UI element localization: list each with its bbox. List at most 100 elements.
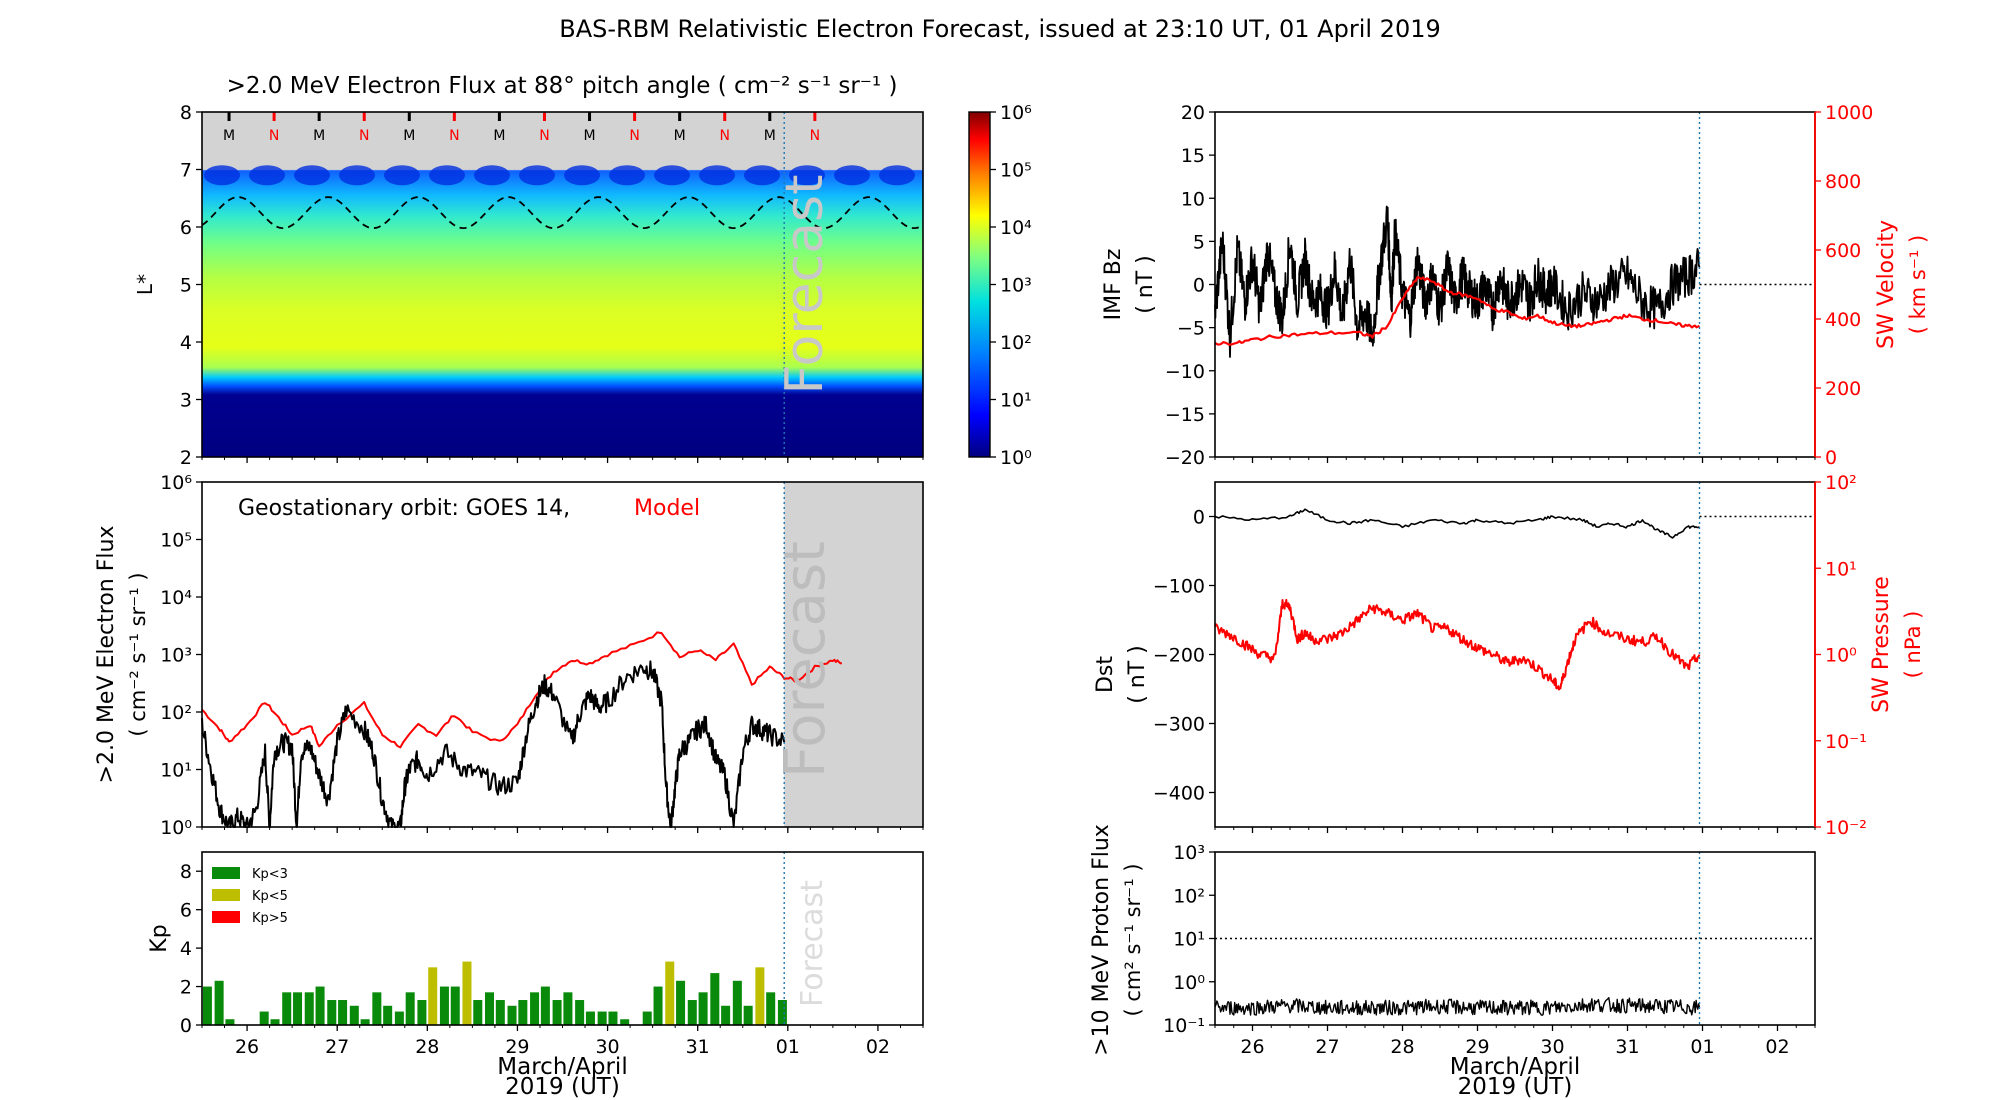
proton-ytick-label: 10³ bbox=[1173, 842, 1205, 864]
geo-flux-annotation: Geostationary orbit: GOES 14, bbox=[238, 496, 570, 521]
kp-bar bbox=[642, 1011, 652, 1025]
imf-bz-ylabel: IMF Bz bbox=[1101, 249, 1126, 321]
proton-ytick-label: 10⁰ bbox=[1173, 972, 1205, 994]
kp-legend-swatch bbox=[212, 889, 240, 901]
orbit-marker-label: N bbox=[810, 128, 820, 144]
proton-ylabel2: ( cm² s⁻¹ sr⁻¹ ) bbox=[1121, 863, 1145, 1016]
kp-legend-label: Kp>5 bbox=[252, 911, 288, 926]
flux-heatmap-dropout bbox=[249, 165, 285, 186]
flux-heatmap-dropout bbox=[339, 165, 375, 186]
sw-velocity-series bbox=[1214, 276, 1700, 346]
sw-pressure-y2tick-label: 10² bbox=[1825, 472, 1857, 494]
sw-pressure-y2tick-label: 10⁰ bbox=[1825, 645, 1857, 667]
sw-pressure-y2tick-label: 10⁻¹ bbox=[1825, 731, 1867, 753]
kp-xtick-label: 31 bbox=[686, 1036, 710, 1058]
kp-bar bbox=[552, 1000, 562, 1025]
kp-bar bbox=[620, 1019, 630, 1025]
proton-xtick-label: 02 bbox=[1765, 1036, 1789, 1058]
forecast-shade bbox=[784, 482, 923, 827]
imf-bz-ytick-label: −10 bbox=[1165, 361, 1205, 383]
kp-bar bbox=[484, 992, 495, 1025]
dst-ytick-label: −200 bbox=[1153, 645, 1205, 667]
kp-bar bbox=[698, 992, 708, 1025]
kp-bar bbox=[450, 986, 460, 1025]
kp-bar bbox=[428, 967, 438, 1025]
proton-xlabel2: 2019 (UT) bbox=[1458, 1074, 1573, 1100]
flux-heatmap-dropout bbox=[789, 165, 825, 186]
kp-bar bbox=[518, 1000, 528, 1025]
kp-xtick-label: 28 bbox=[415, 1036, 439, 1058]
kp-bar bbox=[530, 992, 540, 1025]
dst-ytick-label: 0 bbox=[1193, 507, 1205, 529]
imf-bz-ytick-label: −15 bbox=[1165, 404, 1205, 426]
kp-bar bbox=[270, 1019, 280, 1025]
geo-flux-series-model bbox=[201, 631, 843, 749]
flux-heatmap-dropout bbox=[744, 165, 780, 186]
geo-flux-ytick-label: 10⁶ bbox=[160, 472, 192, 494]
proton-xtick-label: 28 bbox=[1390, 1036, 1414, 1058]
flux-heatmap-dropout bbox=[834, 165, 870, 186]
proton-flux-series bbox=[1214, 997, 1701, 1016]
flux-map-ytick-label: 8 bbox=[180, 102, 192, 124]
kp-bar bbox=[338, 1000, 348, 1025]
geo-flux-series-goes bbox=[201, 660, 786, 828]
kp-bar bbox=[214, 980, 224, 1025]
kp-ytick-label: 4 bbox=[180, 938, 192, 960]
kp-xlabel2: 2019 (UT) bbox=[505, 1074, 620, 1100]
kp-legend-label: Kp<5 bbox=[252, 889, 288, 904]
sw-velocity-y2tick-label: 400 bbox=[1825, 309, 1861, 331]
orbit-marker-label: M bbox=[403, 128, 415, 144]
colorbar-tick-label: 10¹ bbox=[1000, 390, 1032, 412]
kp-xlabel: March/April bbox=[497, 1054, 627, 1080]
kp-xtick-label: 27 bbox=[325, 1036, 349, 1058]
sw-velocity-y2tick-label: 800 bbox=[1825, 171, 1861, 193]
geo-flux-ylabel2: ( cm⁻² s⁻¹ sr⁻¹ ) bbox=[126, 572, 150, 736]
kp-bar bbox=[710, 973, 720, 1025]
sw-velocity-y2tick-label: 200 bbox=[1825, 378, 1861, 400]
dst-ylabel2: ( nT ) bbox=[1125, 645, 1150, 704]
orbit-marker-label: M bbox=[674, 128, 686, 144]
orbit-marker-label: M bbox=[493, 128, 505, 144]
geo-flux-ytick-label: 10² bbox=[160, 702, 192, 724]
sw-pressure-y2tick-label: 10¹ bbox=[1825, 558, 1857, 580]
orbit-marker-label: M bbox=[583, 128, 595, 144]
proton-xtick-label: 27 bbox=[1315, 1036, 1339, 1058]
kp-bar bbox=[563, 992, 573, 1025]
orbit-marker-label: N bbox=[269, 128, 279, 144]
forecast-watermark: Forecast bbox=[795, 880, 830, 1007]
orbit-marker-label: N bbox=[719, 128, 729, 144]
sw-velocity-y2tick-label: 1000 bbox=[1825, 102, 1873, 124]
kp-bar bbox=[405, 992, 415, 1025]
kp-bar bbox=[349, 1005, 359, 1025]
kp-legend-swatch bbox=[212, 867, 240, 879]
forecast-watermark: Forecast bbox=[773, 541, 838, 778]
imf-bz-ytick-label: 15 bbox=[1181, 145, 1205, 167]
dst-ytick-label: −300 bbox=[1153, 714, 1205, 736]
forecast-watermark: Forecast bbox=[775, 174, 835, 394]
sw-pressure-ylabel2: ( nPa ) bbox=[1901, 611, 1925, 679]
sw-pressure-y2tick-label: 10⁻² bbox=[1825, 817, 1867, 839]
kp-bar bbox=[360, 1019, 370, 1025]
kp-bar bbox=[225, 1019, 235, 1025]
kp-ytick-label: 0 bbox=[180, 1015, 192, 1037]
kp-bar bbox=[282, 992, 292, 1025]
colorbar-tick-label: 10⁴ bbox=[1000, 217, 1032, 239]
flux-heatmap-dropout bbox=[384, 165, 420, 186]
dst-ytick-label: −100 bbox=[1153, 576, 1205, 598]
flux-map-ylabel: L* bbox=[133, 274, 157, 295]
kp-ylabel: Kp bbox=[147, 924, 172, 952]
kp-bar bbox=[293, 992, 303, 1025]
sw-velocity-ylabel: SW Velocity bbox=[1874, 220, 1899, 349]
colorbar-tick-label: 10² bbox=[1000, 332, 1032, 354]
imf-bz-ytick-label: −5 bbox=[1177, 318, 1205, 340]
dst-ytick-label: −400 bbox=[1153, 783, 1205, 805]
geo-flux-ylabel: >2.0 MeV Electron Flux bbox=[94, 526, 119, 784]
sw-velocity-y2tick-label: 0 bbox=[1825, 447, 1837, 469]
kp-legend-swatch bbox=[212, 911, 240, 923]
kp-legend-label: Kp<3 bbox=[252, 867, 288, 882]
imf-bz-ytick-label: 20 bbox=[1181, 102, 1205, 124]
kp-xtick-label: 30 bbox=[595, 1036, 619, 1058]
kp-bar bbox=[417, 1000, 427, 1025]
kp-bar bbox=[766, 992, 776, 1025]
orbit-marker-label: N bbox=[629, 128, 639, 144]
